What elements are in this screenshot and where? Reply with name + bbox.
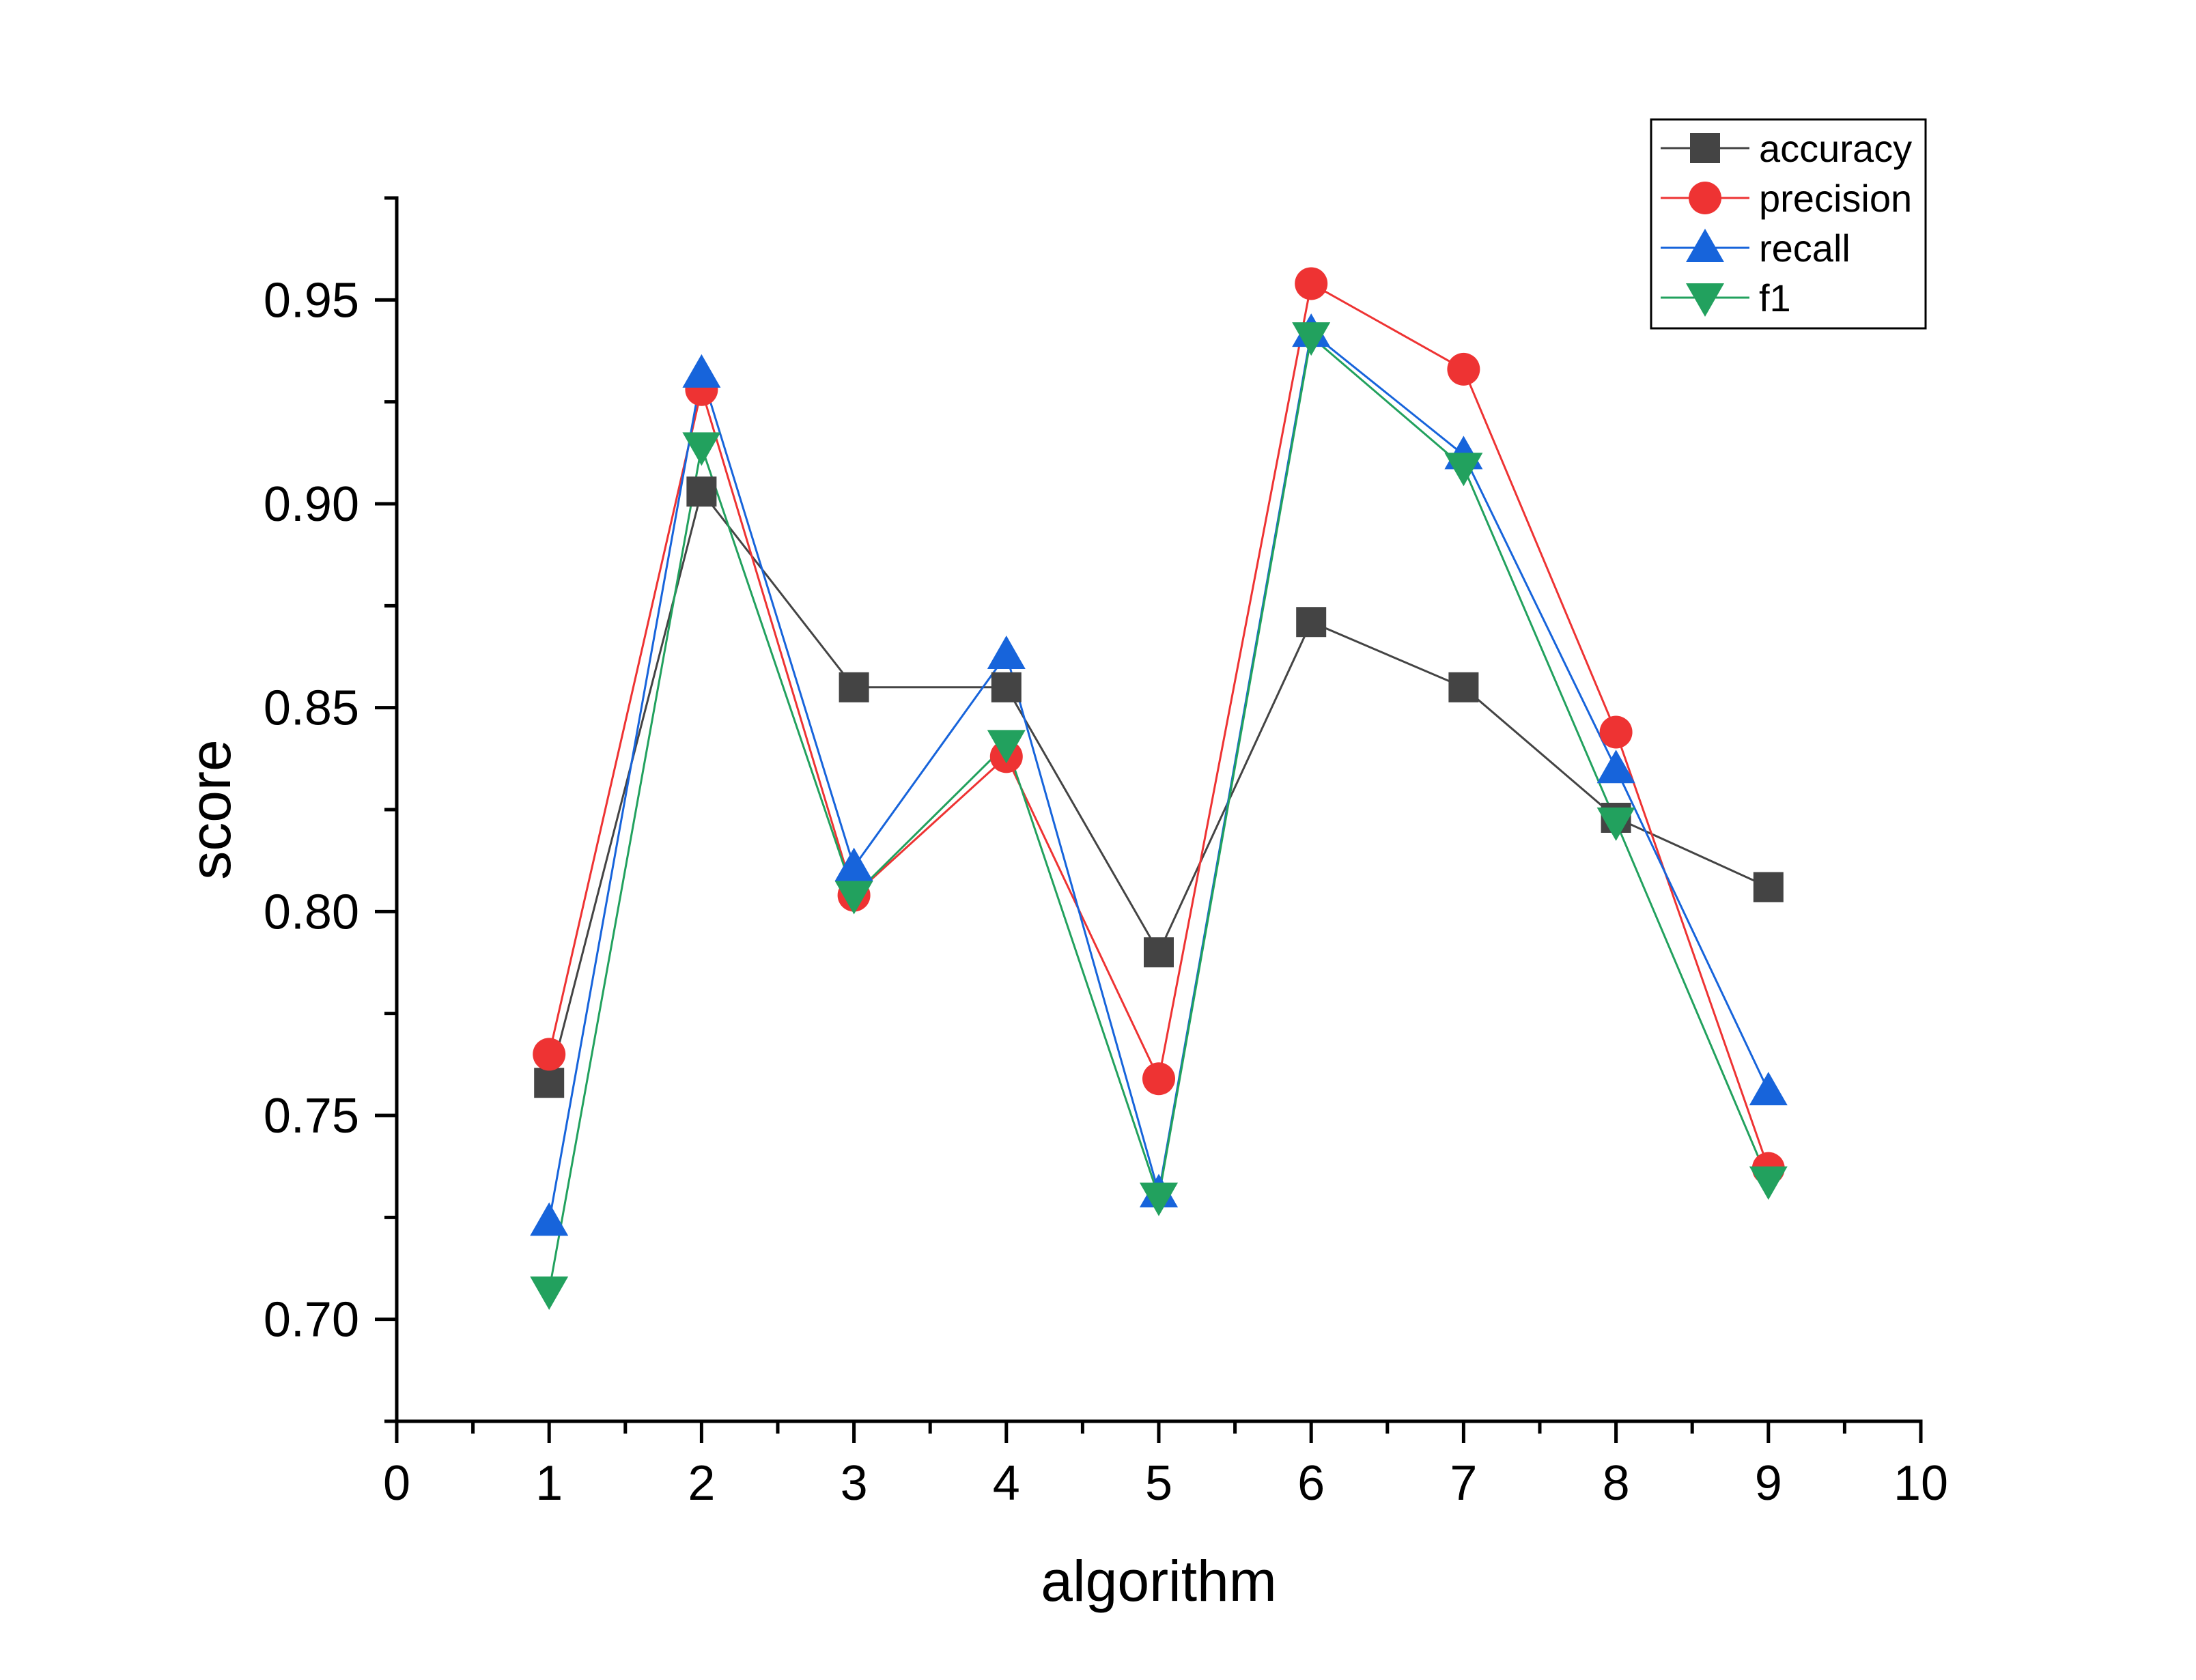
legend-marker	[1686, 283, 1724, 317]
accuracy-point	[534, 1068, 565, 1098]
series-recall-markers	[530, 313, 1788, 1236]
precision-line	[548, 282, 1770, 1169]
legend-label: recall	[1759, 227, 1850, 270]
recall-point	[530, 1202, 569, 1236]
legend: accuracy precision recall f1	[1650, 118, 1927, 330]
y-tick-label: 0.90	[264, 477, 359, 532]
series-accuracy-markers	[534, 476, 1784, 1098]
y-tick-label: 0.85	[264, 681, 359, 736]
legend-item-f1: f1	[1661, 276, 1791, 319]
x-tick-label: 2	[688, 1456, 715, 1511]
x-tick-label: 8	[1603, 1456, 1630, 1511]
accuracy-line	[548, 489, 1769, 1083]
x-axis-title: algorithm	[1041, 1549, 1276, 1613]
f1-point	[1140, 1182, 1178, 1216]
x-tick-label: 3	[841, 1456, 868, 1511]
legend-item-precision: precision	[1661, 177, 1912, 220]
x-tick-label: 7	[1450, 1456, 1477, 1511]
legend-marker	[1690, 133, 1720, 163]
series-f1	[548, 334, 1770, 1292]
axes	[395, 196, 1923, 1423]
legend-label: precision	[1759, 177, 1912, 220]
f1-point	[1444, 453, 1483, 487]
x-tick-label: 0	[383, 1456, 410, 1511]
legend-item-accuracy: accuracy	[1661, 127, 1912, 170]
recall-point	[834, 847, 873, 881]
accuracy-point	[839, 672, 869, 702]
f1-point	[682, 432, 721, 466]
precision-point	[1599, 715, 1633, 749]
y-tick-label: 0.95	[264, 273, 359, 328]
x-tick-label: 5	[1145, 1456, 1172, 1511]
precision-point	[1447, 352, 1480, 386]
accuracy-point	[1753, 872, 1784, 902]
recall-point	[1749, 1072, 1788, 1106]
precision-point	[533, 1038, 566, 1071]
accuracy-point	[1296, 607, 1327, 638]
y-tick-label: 0.75	[264, 1089, 359, 1143]
f1-point	[530, 1276, 569, 1310]
f1-point	[1292, 322, 1331, 356]
legend-marker	[1686, 229, 1724, 262]
x-tick-label: 9	[1755, 1456, 1782, 1511]
y-tick-label: 0.70	[264, 1293, 359, 1348]
x-tick-label: 10	[1894, 1456, 1948, 1511]
accuracy-point	[1144, 937, 1174, 968]
legend-label: f1	[1759, 276, 1791, 319]
accuracy-point	[991, 672, 1022, 702]
series-accuracy	[548, 489, 1769, 1083]
x-tick-label: 1	[535, 1456, 563, 1511]
f1-point	[1749, 1166, 1788, 1200]
recall-point	[1596, 750, 1635, 784]
series-layer	[530, 267, 1788, 1310]
legend-item-recall: recall	[1661, 227, 1850, 270]
legend-marker	[1689, 182, 1721, 214]
series-precision	[548, 282, 1770, 1169]
y-tick-label: 0.80	[264, 885, 359, 939]
series-f1-markers	[530, 322, 1788, 1310]
recall-point	[987, 636, 1026, 670]
recall-point	[682, 354, 721, 388]
f1-point	[834, 881, 873, 915]
x-ticks: 0 1 2 3 4 5 6 7 8 9 10	[383, 1421, 1948, 1511]
x-tick-label: 6	[1297, 1456, 1325, 1511]
legend-label: accuracy	[1759, 127, 1912, 170]
f1-line	[548, 334, 1770, 1292]
f1-point	[987, 730, 1026, 764]
y-ticks: 0.70 0.75 0.80 0.85 0.90 0.95	[264, 196, 397, 1423]
accuracy-point	[686, 476, 717, 507]
precision-point	[1142, 1062, 1175, 1096]
y-axis-title: score	[178, 739, 242, 879]
x-tick-label: 4	[993, 1456, 1020, 1511]
series-precision-markers	[533, 267, 1785, 1185]
f1-point	[1596, 807, 1635, 841]
accuracy-point	[1448, 672, 1479, 702]
precision-point	[1295, 267, 1328, 300]
